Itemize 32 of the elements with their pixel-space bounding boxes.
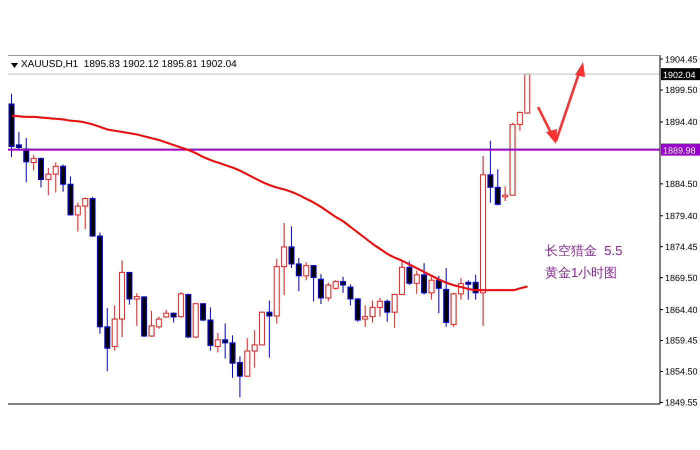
- y-tick-label: 1854.50: [665, 366, 698, 377]
- y-tick-label: 1904.45: [665, 54, 698, 64]
- candlestick: [406, 260, 412, 286]
- y-tick-label: 1849.55: [665, 398, 698, 408]
- candlestick: [340, 276, 346, 294]
- chart-title: XAUUSD,H1 1895.83 1902.12 1895.81 1902.04: [21, 59, 237, 70]
- y-tick-label: 1859.45: [665, 336, 698, 346]
- y-tick-label: 1884.50: [665, 179, 698, 190]
- ref-line-label: 1902.04: [663, 70, 696, 80]
- y-tick-label: 1874.45: [665, 242, 698, 252]
- y-tick-label: 1864.40: [665, 304, 698, 315]
- y-tick-label: 1869.50: [665, 272, 698, 283]
- y-tick-label: 1899.50: [665, 85, 698, 96]
- candlestick: [30, 154, 37, 171]
- candlestick: [414, 270, 420, 294]
- candlestick: [421, 262, 428, 295]
- y-tick-label: 1879.40: [665, 210, 698, 221]
- candlestick: [428, 276, 434, 300]
- y-tick-label: 1894.40: [665, 117, 698, 128]
- candlestick: [38, 157, 44, 188]
- ref-line-label: 1889.98: [663, 146, 696, 156]
- text: 黄金1小时图: [545, 264, 618, 282]
- candlestick: [303, 262, 310, 281]
- candlestick: [214, 332, 221, 353]
- candlestick: [266, 300, 272, 358]
- candlestick: [178, 292, 184, 318]
- candlestick: [310, 264, 317, 302]
- text: 长空猎金 5.5: [545, 242, 622, 260]
- candlestick: [384, 299, 390, 322]
- candlestick: [318, 274, 324, 304]
- candlestick: [436, 275, 442, 314]
- candlestick: [134, 292, 140, 326]
